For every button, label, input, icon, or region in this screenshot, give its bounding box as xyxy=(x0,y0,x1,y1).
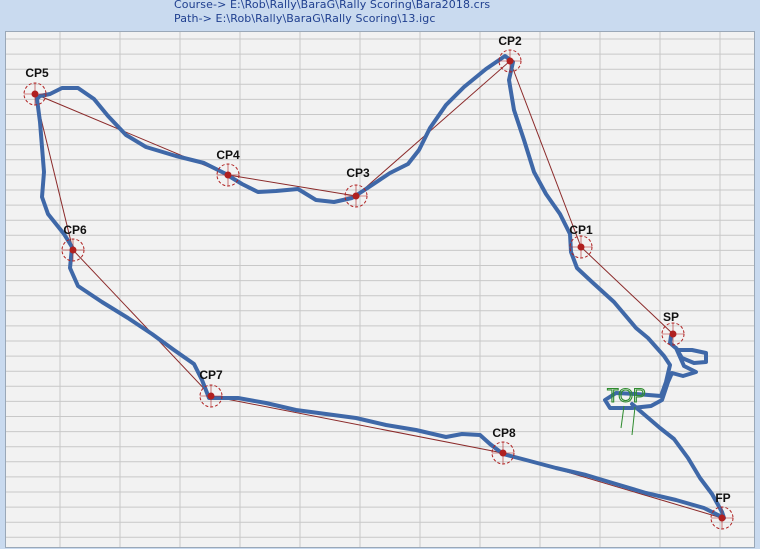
checkpoint-label: SP xyxy=(663,310,679,324)
top-marker: TOP xyxy=(606,385,646,436)
checkpoint-label: CP3 xyxy=(346,166,370,180)
path-header: Course-> E:\Rob\Rally\BaraG\Rally Scorin… xyxy=(0,0,760,30)
map-grid xyxy=(6,32,754,547)
checkpoint-cp5[interactable]: CP5 xyxy=(23,66,49,106)
checkpoint-label: CP5 xyxy=(25,66,49,80)
checkpoint-dot xyxy=(352,192,360,200)
top-marker-tick xyxy=(631,406,636,436)
checkpoint-cp4[interactable]: CP4 xyxy=(216,148,240,187)
checkpoint-cp1[interactable]: CP1 xyxy=(569,223,593,259)
checkpoint-sp[interactable]: SP xyxy=(661,310,685,346)
course-file-path: Course-> E:\Rob\Rally\BaraG\Rally Scorin… xyxy=(174,0,491,11)
checkpoint-label: CP1 xyxy=(569,223,593,237)
checkpoint-label: CP4 xyxy=(216,148,240,162)
course-leg xyxy=(72,249,212,397)
course-route xyxy=(34,60,723,519)
flight-track xyxy=(35,54,726,520)
track-file-path: Path-> E:\Rob\Rally\BaraG\Rally Scoring\… xyxy=(174,12,436,25)
checkpoint-dot xyxy=(577,243,585,251)
top-marker-tick xyxy=(620,405,625,429)
checkpoint-cp7[interactable]: CP7 xyxy=(199,368,223,408)
checkpoint-label: FP xyxy=(715,491,730,505)
checkpoint-dot xyxy=(31,90,39,98)
checkpoint-label: CP7 xyxy=(199,368,223,382)
checkpoint-layer: SP CP1 CP2 CP3 CP4 CP5 CP6 CP7 CP8 FP xyxy=(23,34,734,530)
checkpoint-label: CP8 xyxy=(492,426,516,440)
checkpoint-label: CP6 xyxy=(63,223,87,237)
checkpoint-dot xyxy=(224,171,232,179)
checkpoint-dot xyxy=(506,57,514,65)
checkpoint-dot xyxy=(718,514,726,522)
top-marker-label: TOP xyxy=(607,386,646,407)
checkpoint-cp8[interactable]: CP8 xyxy=(491,426,516,465)
checkpoint-dot xyxy=(207,392,215,400)
course-leg xyxy=(509,60,582,248)
checkpoint-fp[interactable]: FP xyxy=(710,491,734,530)
checkpoint-cp6[interactable]: CP6 xyxy=(61,223,87,262)
checkpoint-cp3[interactable]: CP3 xyxy=(344,166,370,208)
checkpoint-cp2[interactable]: CP2 xyxy=(498,34,522,73)
map-canvas[interactable]: TOP SP CP1 CP2 CP3 CP4 CP5 CP6 CP7 CP8 FP xyxy=(6,32,754,547)
checkpoint-dot xyxy=(499,449,507,457)
checkpoint-label: CP2 xyxy=(498,34,522,48)
checkpoint-dot xyxy=(669,330,677,338)
course-leg xyxy=(355,60,511,197)
checkpoint-dot xyxy=(69,246,77,254)
course-leg xyxy=(210,395,504,454)
course-leg xyxy=(227,174,357,197)
map-panel[interactable]: TOP SP CP1 CP2 CP3 CP4 CP5 CP6 CP7 CP8 FP xyxy=(5,31,755,548)
course-leg xyxy=(580,246,674,335)
